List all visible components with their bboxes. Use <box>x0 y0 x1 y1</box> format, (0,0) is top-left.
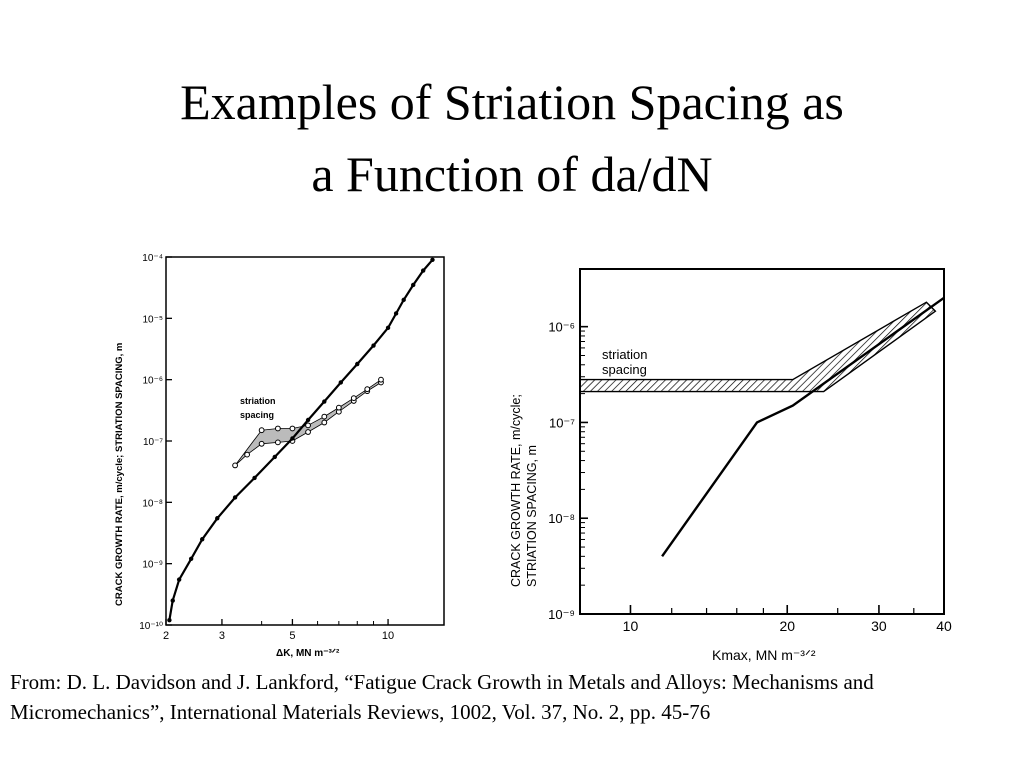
slide-title: Examples of Striation Spacing as a Funct… <box>0 66 1024 210</box>
crack-growth-point <box>232 495 238 500</box>
plot-frame <box>165 256 445 626</box>
right-chart: 10⁻⁹ 10⁻⁸ 10⁻⁷ 10⁻⁶ 10 20 30 40 striation spaci… <box>509 268 952 663</box>
plot-frame <box>579 268 945 615</box>
crack-growth-point <box>371 343 376 348</box>
x-tick-label: 2 <box>163 630 169 642</box>
crack-growth-point <box>199 537 205 542</box>
y-tick-label: 10⁻⁹ <box>142 560 163 571</box>
x-tick-label: 30 <box>871 618 887 634</box>
y-tick-label: 10⁻⁸ <box>142 498 163 509</box>
crack-growth-point <box>411 282 416 288</box>
y-tick-label: 10⁻⁷ <box>549 415 575 430</box>
y-tick-label: 10⁻⁶ <box>548 320 575 335</box>
y-tick-label: 10⁻⁹ <box>548 607 575 622</box>
striation-label: striation <box>240 396 276 406</box>
crack-growth-point <box>355 361 360 367</box>
striation-point <box>321 419 328 426</box>
striation-point <box>305 422 311 429</box>
citation: From: D. L. Davidson and J. Lankford, “F… <box>10 670 874 724</box>
left-y-axis-label: CRACK GROWTH RATE, m/cycle; STRIATION SP… <box>114 343 125 606</box>
x-tick-label: 5 <box>289 630 295 642</box>
y-tick-label: 10⁻⁸ <box>548 511 575 526</box>
y-tick-label: 10⁻¹⁰ <box>139 621 163 632</box>
crack-growth-point <box>305 417 311 423</box>
spacing-label: spacing <box>240 410 274 420</box>
data-points <box>167 257 435 623</box>
left-x-axis-label: ΔK, MN m⁻³ᐟ² <box>276 648 340 659</box>
slide-title-line-1: Examples of Striation Spacing as <box>180 74 844 130</box>
striation-band <box>232 376 384 469</box>
right-y-axis-label-line-2: STRIATION SPACING, m <box>525 445 539 587</box>
crack-growth-point <box>167 617 172 623</box>
y-tick-label: 10⁻⁵ <box>142 314 163 325</box>
striation-label: striation <box>602 347 648 362</box>
crack-growth-point <box>338 380 344 385</box>
crack-growth-point <box>272 454 277 460</box>
crack-growth-point <box>420 268 426 273</box>
crack-growth-point <box>176 577 182 582</box>
striation-point <box>321 413 328 420</box>
left-chart: 10⁻¹⁰ 10⁻⁹ 10⁻⁸ 10⁻⁷ 10⁻⁶ 10⁻⁵ 10⁻⁴ 2 3 5 10 stria… <box>114 253 445 659</box>
right-x-axis-label: Kmax, MN m⁻³ᐟ² <box>712 647 816 663</box>
crack-growth-point <box>322 399 327 404</box>
slide-title-line-2: a Function of da/dN <box>311 146 713 202</box>
crack-growth-point <box>385 325 391 331</box>
x-tick-label: 20 <box>779 618 795 634</box>
crack-growth-point <box>170 598 175 603</box>
striation-point <box>364 386 371 393</box>
crack-growth-point <box>252 475 257 481</box>
striation-spacing-band <box>579 301 937 393</box>
axis-ticks: 10⁻¹⁰ 10⁻⁹ 10⁻⁸ 10⁻⁷ 10⁻⁶ 10⁻⁵ 10⁻⁴ 2 3 5 10 <box>139 253 394 642</box>
striation-point <box>350 395 357 402</box>
x-tick-label: 40 <box>936 618 952 634</box>
crack-growth-point <box>290 436 295 441</box>
y-tick-label: 10⁻⁴ <box>142 253 163 264</box>
x-tick-label: 10 <box>623 618 639 634</box>
y-tick-label: 10⁻⁶ <box>142 376 163 387</box>
striation-point <box>335 404 342 411</box>
y-tick-label: 10⁻⁷ <box>143 437 163 448</box>
x-tick-label: 3 <box>219 630 225 642</box>
striation-point <box>305 429 311 435</box>
striation-point <box>274 425 281 432</box>
crack-growth-point <box>401 297 406 303</box>
striation-point <box>289 425 296 432</box>
striation-point <box>258 440 265 447</box>
striation-point <box>378 376 384 383</box>
crack-growth-point <box>430 257 435 263</box>
right-y-axis-label-line-1: CRACK GROWTH RATE, m/cycle; <box>509 394 523 587</box>
x-tick-label: 10 <box>382 630 394 642</box>
spacing-label: spacing <box>602 362 647 377</box>
striation-point <box>244 451 250 458</box>
crack-growth-line <box>661 296 945 557</box>
crack-growth-point <box>393 311 399 316</box>
crack-growth-curve <box>168 259 434 621</box>
striation-point <box>258 427 265 434</box>
crack-growth-point <box>188 556 194 562</box>
striation-point <box>274 439 281 446</box>
axis-ticks: 10⁻⁹ 10⁻⁸ 10⁻⁷ 10⁻⁶ 10 20 30 40 <box>548 320 952 634</box>
crack-growth-point <box>215 516 220 521</box>
striation-point <box>232 462 238 469</box>
